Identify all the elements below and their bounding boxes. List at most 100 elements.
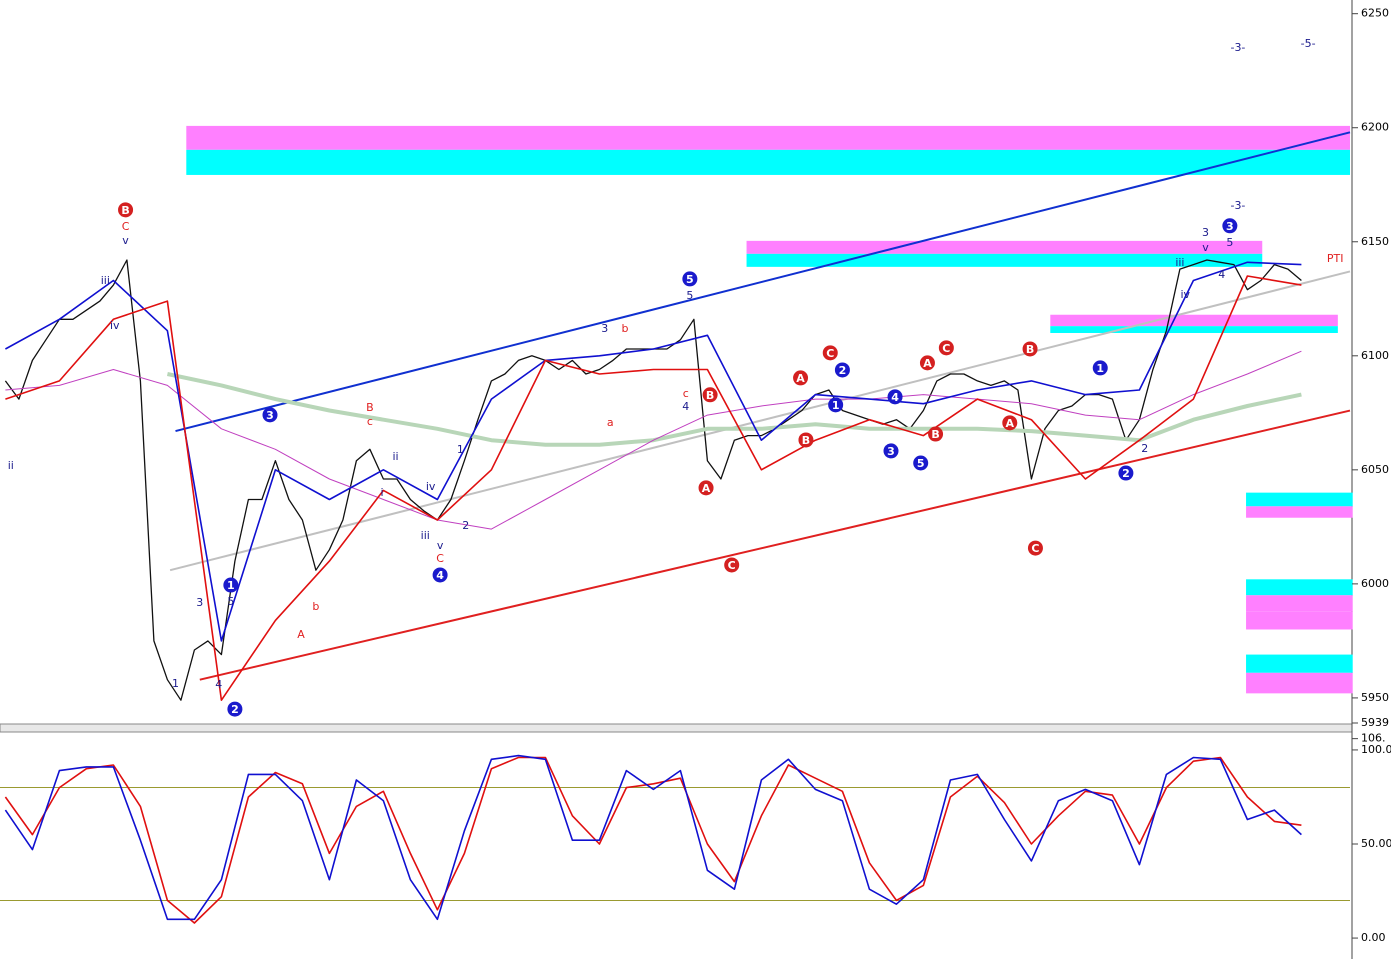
y-tick-label: 6000 (1361, 577, 1389, 590)
wave-marker (698, 480, 714, 496)
wave-label: 2 (839, 364, 847, 377)
wave-label: B (366, 401, 374, 414)
wave-marker (1092, 360, 1108, 376)
wave-label: B (121, 204, 129, 217)
wave-label: 2 (231, 703, 239, 716)
wave-label: C (436, 552, 444, 565)
wave-label: 3 (1226, 220, 1234, 233)
wave-label: iii (1175, 256, 1184, 269)
wave-label: -3- (1230, 199, 1245, 212)
wave-label: v (437, 539, 444, 552)
series-line (5, 261, 1302, 642)
wave-label: iv (1181, 288, 1191, 301)
wave-label: 3 (196, 596, 203, 609)
y-tick-label: 0.00 (1361, 931, 1386, 944)
price-zone (1050, 314, 1338, 327)
wave-label: C (1031, 542, 1039, 555)
wave-label: A (1006, 417, 1015, 430)
y-tick-label: 6250 (1361, 7, 1389, 20)
wave-label: 2 (462, 519, 469, 532)
series-line (5, 350, 1302, 530)
series-line (4, 756, 1302, 924)
wave-label: v (122, 234, 129, 247)
wave-marker (682, 271, 698, 287)
wave-marker (724, 557, 740, 573)
price-zone (1050, 326, 1338, 333)
wave-label: -5- (1301, 37, 1316, 50)
wave-marker (793, 370, 809, 386)
wave-label: A (923, 357, 932, 370)
price-zone (746, 240, 1263, 254)
wave-label: 2 (1141, 442, 1148, 455)
wave-label: iii (421, 529, 430, 542)
wave-label: 5 (227, 595, 234, 608)
price-zone (1246, 506, 1353, 518)
wave-label: 3 (601, 322, 608, 335)
wave-label: b (622, 322, 629, 335)
wave-marker (834, 362, 850, 378)
wave-marker (1002, 415, 1018, 431)
wave-marker (822, 345, 838, 361)
price-zone (1246, 579, 1353, 596)
wave-marker (1022, 341, 1038, 357)
wave-label: 2 (1122, 467, 1130, 480)
wave-label: a (607, 416, 614, 429)
wave-label: C (122, 220, 130, 233)
wave-label: 4 (436, 569, 444, 582)
trend-line (175, 131, 1351, 433)
wave-label: C (826, 347, 834, 360)
wave-label: 4 (215, 678, 222, 691)
series-line (5, 275, 1302, 701)
y-tick-label: 5950 (1361, 691, 1389, 704)
wave-label: iv (110, 319, 120, 332)
price-zone (1246, 672, 1353, 694)
wave-label: 1 (227, 579, 235, 592)
wave-label: 5 (917, 457, 925, 470)
wave-label: -3- (1230, 41, 1245, 54)
price-zone (1246, 654, 1353, 673)
wave-marker (913, 455, 929, 471)
wave-label: 4 (891, 391, 899, 404)
series-line (4, 754, 1302, 921)
price-zone (1246, 492, 1353, 507)
panel-separator (0, 723, 1353, 733)
wave-label: A (702, 482, 711, 495)
wave-marker (1222, 218, 1238, 234)
wave-label: 4 (682, 400, 689, 413)
price-zone (1246, 611, 1353, 630)
wave-label: 3 (887, 445, 895, 458)
price-zone (186, 149, 1350, 175)
y-tick-label: 6100 (1361, 349, 1389, 362)
wave-marker (938, 340, 954, 356)
wave-label: 5 (686, 289, 693, 302)
wave-label: 5 (686, 273, 694, 286)
wave-label: B (1026, 343, 1034, 356)
wave-label: C (942, 342, 950, 355)
y-tick-label: 5939 (1361, 716, 1389, 729)
wave-label: 4 (1218, 268, 1225, 281)
wave-label: PTI (1327, 252, 1344, 265)
wave-marker (223, 577, 239, 593)
wave-label: B (931, 428, 939, 441)
wave-label: 1 (172, 677, 179, 690)
trend-line (199, 409, 1351, 681)
y-tick-label: 50.00 (1361, 837, 1391, 850)
wave-label: b (312, 600, 319, 613)
wave-marker (262, 407, 278, 423)
wave-label: B (802, 434, 810, 447)
wave-label: A (796, 372, 805, 385)
wave-label: 1 (457, 443, 464, 456)
wave-label: i (381, 486, 384, 499)
wave-label: C (728, 559, 736, 572)
wave-marker (887, 389, 903, 405)
y-tick-label: 106. (1361, 732, 1386, 745)
wave-marker (919, 355, 935, 371)
wave-label: ii (8, 459, 14, 472)
wave-label: iv (426, 480, 436, 493)
y-tick-label: 100.0 (1361, 743, 1391, 756)
wave-label: A (297, 628, 305, 641)
wave-marker (227, 701, 243, 717)
y-tick-label: 6150 (1361, 235, 1389, 248)
